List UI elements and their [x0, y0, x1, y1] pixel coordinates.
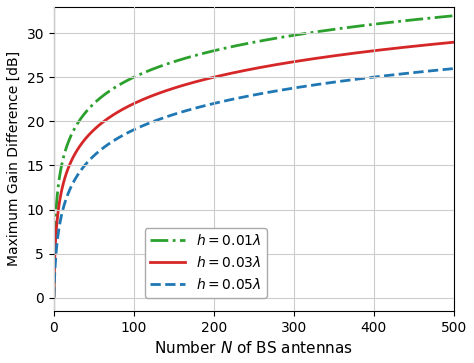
$h = 0.05\lambda$ — [124, 131, 129, 135]
$h = 0.01\lambda$ — [204, 50, 210, 55]
$h = 0.01\lambda$ — [291, 33, 297, 37]
$h = 0.05\lambda$ — [349, 78, 355, 82]
$h = 0.03\lambda$ — [451, 40, 457, 44]
$h = 0.05\lambda$ — [380, 74, 386, 78]
Line: $h = 0.01\lambda$: $h = 0.01\lambda$ — [54, 16, 454, 298]
$h = 0.01\lambda$ — [451, 13, 457, 18]
$h = 0.03\lambda$ — [291, 60, 297, 64]
Line: $h = 0.03\lambda$: $h = 0.03\lambda$ — [54, 42, 454, 298]
Legend: $h = 0.01\lambda$, $h = 0.03\lambda$, $h = 0.05\lambda$: $h = 0.01\lambda$, $h = 0.03\lambda$, $h… — [145, 228, 267, 298]
$h = 0.01\lambda$ — [51, 295, 57, 300]
$h = 0.03\lambda$ — [311, 57, 317, 61]
$h = 0.05\lambda$ — [204, 103, 210, 107]
$h = 0.05\lambda$ — [451, 66, 457, 71]
Line: $h = 0.05\lambda$: $h = 0.05\lambda$ — [54, 69, 454, 298]
$h = 0.03\lambda$ — [51, 295, 57, 300]
$h = 0.03\lambda$ — [124, 105, 129, 109]
$h = 0.01\lambda$ — [349, 25, 355, 29]
$h = 0.05\lambda$ — [51, 295, 57, 300]
$h = 0.05\lambda$ — [291, 86, 297, 90]
$h = 0.03\lambda$ — [380, 48, 386, 52]
$h = 0.03\lambda$ — [204, 77, 210, 81]
X-axis label: Number $N$ of BS antennas: Number $N$ of BS antennas — [155, 340, 354, 356]
$h = 0.01\lambda$ — [311, 30, 317, 34]
Y-axis label: Maximum Gain Difference [dB]: Maximum Gain Difference [dB] — [7, 51, 21, 266]
$h = 0.01\lambda$ — [124, 79, 129, 83]
$h = 0.05\lambda$ — [311, 83, 317, 87]
$h = 0.03\lambda$ — [349, 51, 355, 56]
$h = 0.01\lambda$ — [380, 21, 386, 25]
